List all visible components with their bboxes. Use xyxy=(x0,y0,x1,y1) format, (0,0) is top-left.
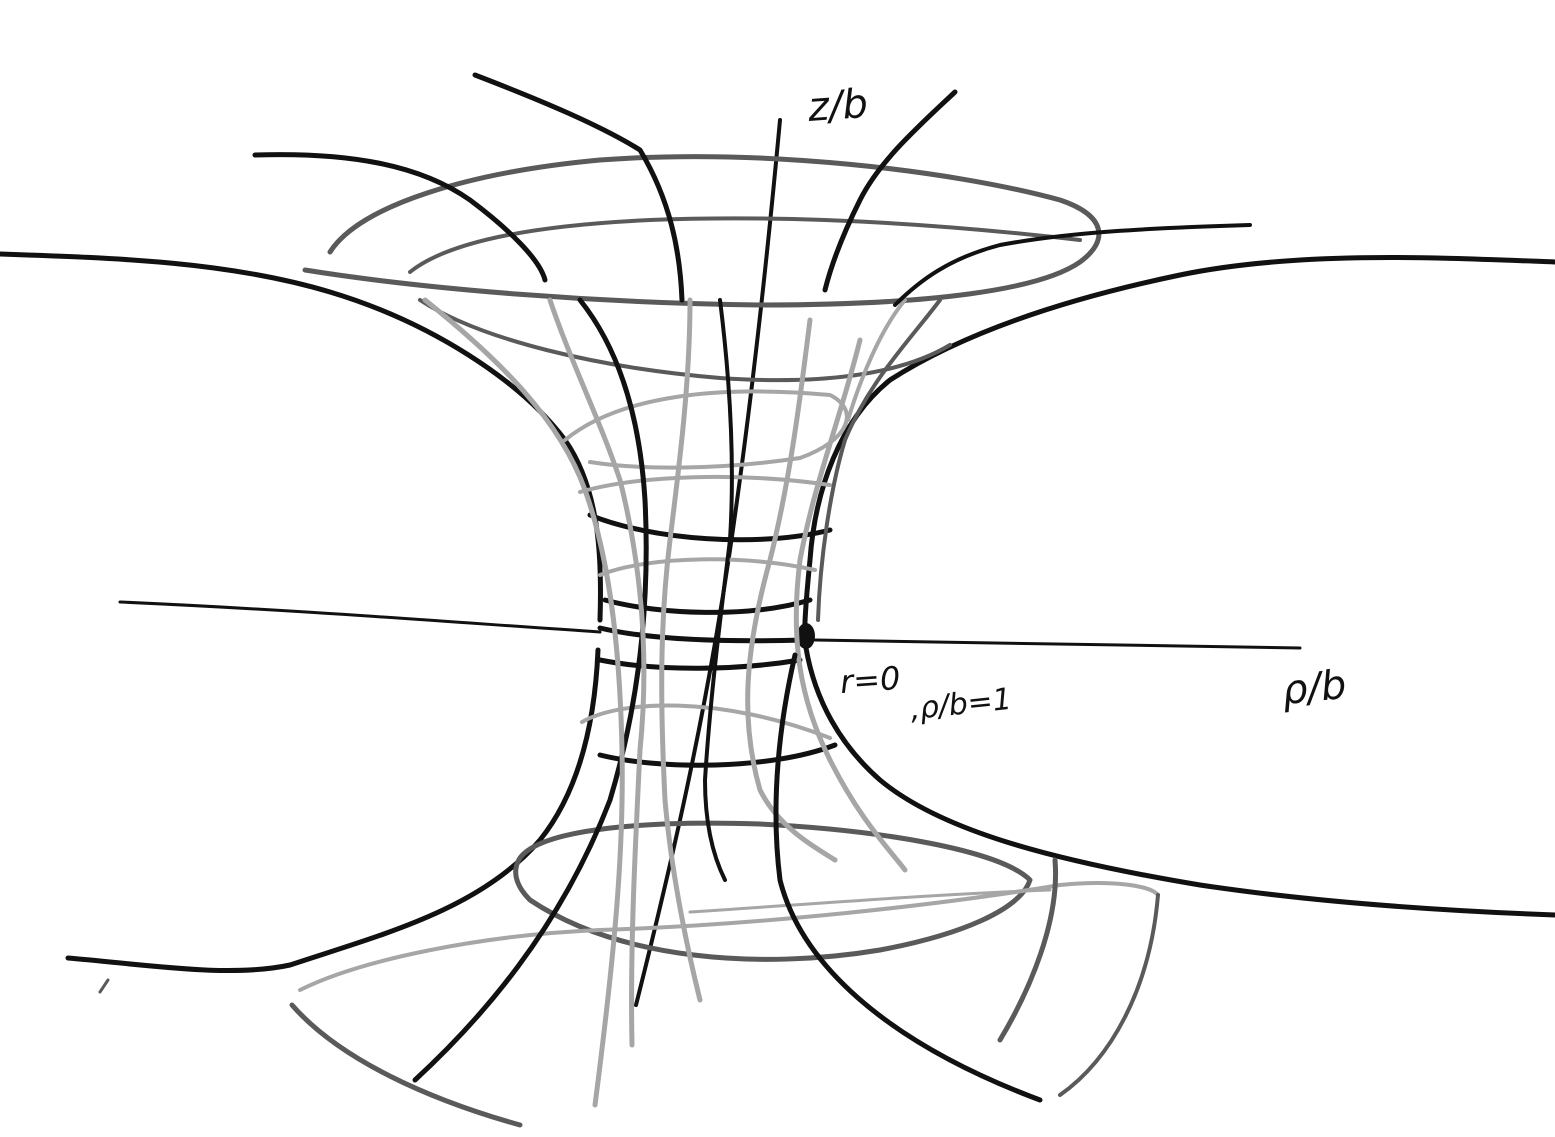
throat-r-label: r=0 xyxy=(838,658,902,702)
meridian-l xyxy=(773,652,1043,1103)
meridian-j xyxy=(745,317,838,863)
ring-5 xyxy=(602,597,813,615)
meridian-g xyxy=(547,297,647,1048)
surface-upper-left-edge xyxy=(0,251,604,623)
meridian-e xyxy=(412,297,649,1083)
ring-4 xyxy=(598,557,817,577)
ring-8 xyxy=(580,703,832,740)
surface-lower-left-edge xyxy=(65,647,601,974)
surface-upper-right-edge xyxy=(802,255,1555,643)
ring-1 xyxy=(563,389,849,470)
meridian-k xyxy=(793,337,908,873)
ring-6 xyxy=(597,625,808,644)
ring-bottom-inner xyxy=(688,888,1052,914)
meridian-b xyxy=(472,72,685,303)
meridian-d xyxy=(816,298,942,622)
meridian-h xyxy=(659,297,703,1003)
meridian-n xyxy=(893,223,1252,307)
meridian-a xyxy=(252,152,548,283)
ring-2 xyxy=(578,474,832,494)
meridian-i xyxy=(703,298,734,882)
lower-skirt-right xyxy=(997,857,1059,1043)
rho-axis-left xyxy=(118,600,602,634)
rho-axis-label: ρ/b xyxy=(1279,661,1349,715)
lower-skirt-far-right xyxy=(1058,893,1160,1097)
ring-7 xyxy=(597,657,803,671)
top-rim-inner-front xyxy=(418,298,952,383)
meridian-f xyxy=(422,297,625,1108)
rho-axis-right xyxy=(813,638,1302,650)
z-axis-label: z/b xyxy=(806,80,870,132)
ring-3 xyxy=(587,512,833,543)
ring-bottom-outer xyxy=(513,820,1033,962)
meridian-c xyxy=(822,89,958,293)
lower-skirt-left xyxy=(289,1002,523,1128)
ring-9 xyxy=(597,742,838,768)
surface-lower-right-edge xyxy=(803,645,1555,918)
stray-mark xyxy=(98,978,110,994)
lower-skirt-light xyxy=(298,881,1160,992)
top-rim-inner-back xyxy=(408,216,1082,274)
meridian-m xyxy=(846,298,907,422)
